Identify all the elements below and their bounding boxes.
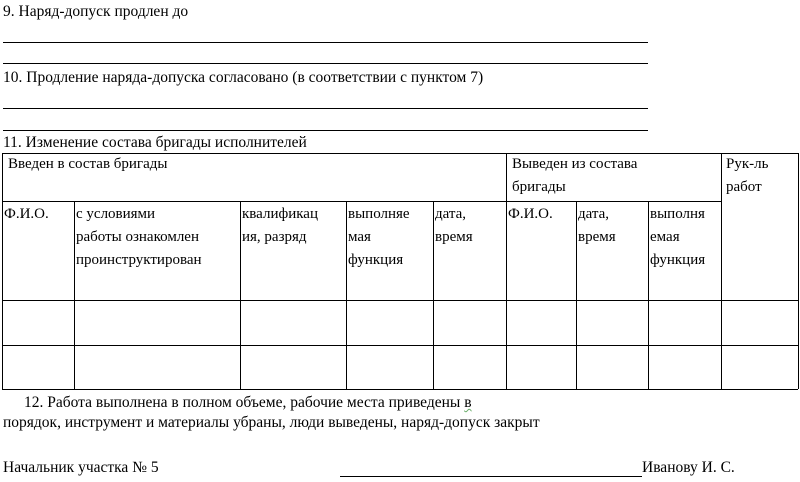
item-12-text-line2: порядок, инструмент и материалы убраны, … bbox=[3, 414, 540, 431]
header-function-in: выполняе мая функция bbox=[348, 206, 410, 268]
header-fio-out: Ф.И.О. bbox=[508, 206, 553, 222]
table-row[interactable] bbox=[2, 300, 798, 345]
header-date-out: дата, время bbox=[578, 206, 616, 245]
item-9-label: 9. Наряд-допуск продлен до bbox=[3, 3, 189, 20]
header-qualification: квалификац ия, разряд bbox=[242, 206, 318, 245]
header-group-out: Выведен из состава бригады bbox=[512, 156, 638, 195]
signature-role: Начальник участка № 5 bbox=[3, 459, 159, 476]
blank-line-9b[interactable] bbox=[3, 63, 648, 64]
signature-line[interactable] bbox=[340, 476, 642, 477]
item-11-label: 11. Изменение состава бригады исполнител… bbox=[3, 134, 307, 151]
header-supervisor: Рук-ль работ bbox=[726, 156, 769, 195]
table-row[interactable] bbox=[2, 345, 798, 389]
blank-line-10a[interactable] bbox=[3, 108, 648, 109]
item-12-text-line1: 12. Работа выполнена в полном объеме, ра… bbox=[24, 394, 472, 411]
blank-line-9a[interactable] bbox=[3, 42, 648, 43]
header-group-in: Введен в состав бригады bbox=[8, 156, 168, 172]
header-briefed: с условиями работы ознакомлен проинструк… bbox=[76, 206, 202, 268]
header-function-out: выполня емая функция bbox=[650, 206, 706, 268]
header-fio-in: Ф.И.О. bbox=[4, 206, 49, 222]
signature-name: Иванову И. С. bbox=[642, 459, 735, 476]
header-date-in: дата, время bbox=[435, 206, 473, 245]
blank-line-10b[interactable] bbox=[3, 130, 648, 131]
item-10-label: 10. Продление наряда-допуска согласовано… bbox=[3, 69, 484, 86]
